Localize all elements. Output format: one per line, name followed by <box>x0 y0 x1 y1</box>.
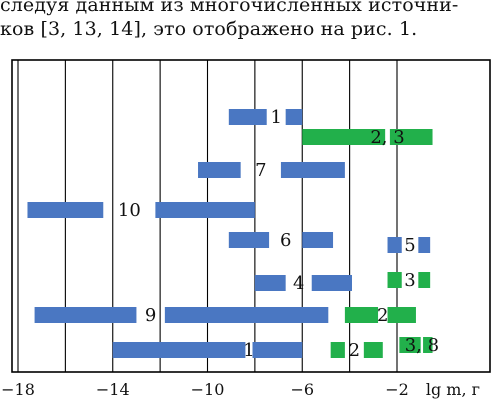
bar-segment <box>254 275 286 291</box>
bar-row: 1 <box>112 340 303 361</box>
text-line-1: следуя данным из многочисленных источни- <box>0 0 459 16</box>
bar-segment <box>27 202 104 218</box>
bar-segment <box>363 342 383 358</box>
plot-frame <box>11 59 491 373</box>
bar-label: 3, 8 <box>405 335 439 356</box>
bar-label: 2, 3 <box>370 127 404 148</box>
bar-segment <box>228 109 267 125</box>
bar-label: 2 <box>349 340 360 361</box>
x-tick-label: −14 <box>96 380 130 399</box>
bar-segment <box>387 272 402 288</box>
bar-segment <box>344 307 379 323</box>
bar-segment <box>155 202 255 218</box>
bar-label: 1 <box>243 340 254 361</box>
tick-labels: −18 −14 −10 −6 −2 <box>1 380 409 399</box>
bar-label: 7 <box>255 160 266 181</box>
bar-label: 6 <box>280 230 291 251</box>
bar-segment <box>252 342 303 358</box>
bar-segment <box>389 129 433 145</box>
bars-group: 1 2, 3 7 10 6 5 3 4 9 2 1 2 3, 8 <box>27 107 439 361</box>
bar-segment <box>418 237 431 253</box>
bar-label: 1 <box>270 107 281 128</box>
bar-label: 3 <box>404 270 415 291</box>
bar-segment <box>387 307 416 323</box>
bar-row: 2 <box>330 340 383 361</box>
bar-row: 2 <box>344 305 416 326</box>
x-tick-label: −6 <box>290 380 314 399</box>
bar-segment <box>311 275 352 291</box>
bar-label: 4 <box>293 273 304 294</box>
bar-row: 6 <box>228 230 334 251</box>
bar-row: 3 <box>387 270 431 291</box>
bar-segment <box>280 162 345 178</box>
x-tick-label: −2 <box>385 380 409 399</box>
bar-row: 5 <box>387 235 431 256</box>
bar-label: 10 <box>118 200 141 221</box>
bar-segment <box>228 232 270 248</box>
bar-row: 3, 8 <box>399 335 439 356</box>
bar-row: 4 <box>254 273 352 294</box>
bar-segment <box>198 162 241 178</box>
bar-row: 1 <box>228 107 303 128</box>
bar-segment <box>285 109 303 125</box>
bar-segment <box>34 307 137 323</box>
bar-segment <box>418 272 431 288</box>
text-line-2: ков [3, 13, 14], это отображено на рис. … <box>0 18 418 40</box>
x-tick-label: −10 <box>191 380 225 399</box>
bar-segment <box>302 129 386 145</box>
bar-row: 10 <box>27 200 255 221</box>
bar-segment <box>112 342 246 358</box>
bar-segment <box>399 337 421 353</box>
x-tick-label: −18 <box>1 380 35 399</box>
x-axis-label: lg m, г <box>426 380 480 399</box>
bar-segment <box>164 307 329 323</box>
bar-segment <box>423 337 433 353</box>
bar-label: 9 <box>145 305 156 326</box>
bar-row: 9 <box>34 305 329 326</box>
bar-segment <box>302 232 334 248</box>
bar-segment <box>330 342 345 358</box>
bar-row: 2, 3 <box>302 127 433 148</box>
bar-row: 7 <box>198 160 345 181</box>
bar-label: 5 <box>404 235 415 256</box>
bar-label: 2 <box>377 305 388 326</box>
bar-segment <box>387 237 402 253</box>
